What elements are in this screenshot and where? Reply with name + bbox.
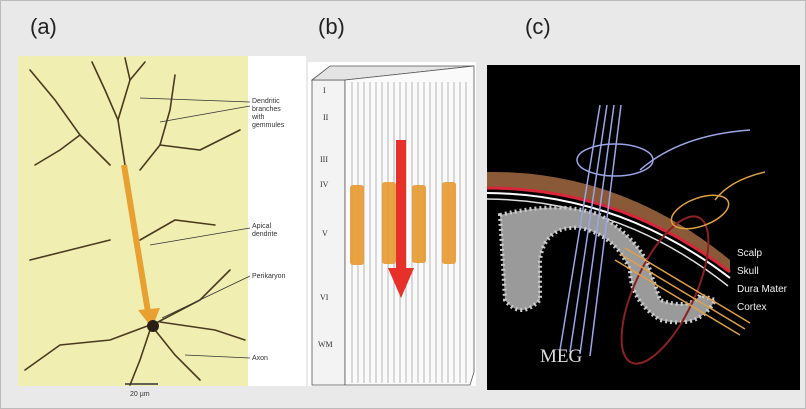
layer-label: V — [322, 229, 328, 238]
annotation: Perikaryon — [252, 273, 286, 280]
shape — [382, 182, 396, 264]
layer-label: VI — [320, 293, 329, 302]
annotation: Apical — [252, 223, 272, 230]
shape — [412, 185, 426, 263]
panel-a: Dendritic branches with gemmules Apical … — [18, 56, 306, 398]
figure: (a) (b) (c) — [0, 0, 806, 409]
layer-label: Dura Mater — [737, 284, 788, 295]
shape — [396, 140, 406, 270]
layer-label: I — [323, 86, 326, 95]
layer-label: IV — [320, 180, 329, 189]
annotation: Dendritic — [252, 98, 280, 105]
layer-label: III — [320, 155, 328, 164]
panel-label: (c) — [525, 14, 551, 39]
annotation: with — [251, 114, 265, 121]
layer-label: Scalp — [737, 248, 762, 259]
annotation: dendrite — [252, 231, 277, 238]
panel-label: (b) — [318, 14, 345, 39]
caption: MEG — [540, 346, 583, 367]
layer-label: Cortex — [737, 302, 766, 313]
shape — [350, 185, 364, 265]
panel-label: (a) — [30, 14, 57, 39]
annotation: gemmules — [252, 122, 285, 129]
scale-bar-label: 20 µm — [130, 391, 150, 398]
layer-label: WM — [318, 340, 333, 349]
shape — [147, 320, 159, 332]
layer-label: Skull — [737, 266, 759, 277]
layer-label: II — [323, 113, 329, 122]
panel-c: Scalp Skull Dura Mater Cortex MEG — [487, 65, 800, 390]
annotation: branches — [252, 106, 281, 113]
panel-b: I II III IV V VI WM — [308, 62, 476, 386]
annotation: Axon — [252, 355, 268, 362]
shape — [442, 182, 456, 264]
